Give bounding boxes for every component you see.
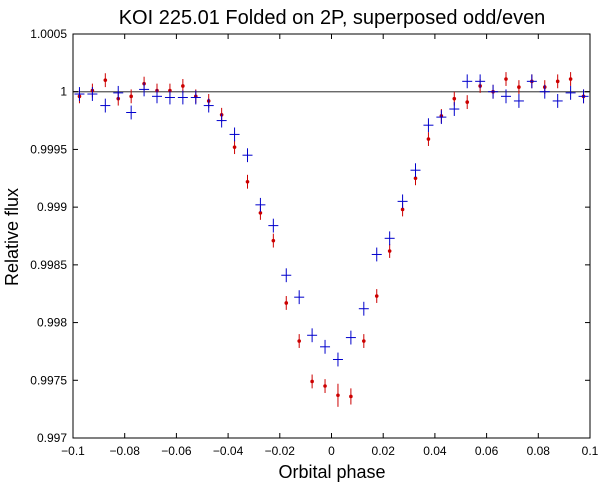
data-point-red <box>568 77 573 81</box>
y-tick-label: 1.0005 <box>30 27 67 41</box>
y-tick-label: 0.997 <box>37 431 67 445</box>
data-point-red <box>129 94 133 99</box>
x-tick-label: −0.04 <box>213 444 244 458</box>
x-tick-label: −0.08 <box>110 444 141 458</box>
y-tick-label: 1 <box>60 85 67 99</box>
x-axis-title: Orbital phase <box>278 462 385 482</box>
data-point-red <box>284 301 289 305</box>
data-point-red <box>362 339 366 343</box>
data-point-red <box>336 393 340 398</box>
y-tick-label: 0.998 <box>37 316 67 330</box>
data-point-red <box>297 339 301 343</box>
data-point-red <box>400 207 405 212</box>
data-point-red <box>426 137 431 141</box>
y-tick-label: 0.9985 <box>30 258 67 272</box>
data-point-red <box>452 96 457 101</box>
data-point-red <box>245 179 250 184</box>
x-tick-label: −0.06 <box>161 444 192 458</box>
data-point-red <box>232 145 237 149</box>
x-tick-label: −0.02 <box>265 444 296 458</box>
data-point-red <box>349 394 353 399</box>
y-tick-label: 0.999 <box>37 200 67 214</box>
x-tick-label: 0 <box>328 444 335 458</box>
data-point-red <box>387 249 392 253</box>
data-point-red <box>465 100 470 104</box>
data-point-red <box>374 294 379 298</box>
data-point-red <box>103 78 108 82</box>
data-point-red <box>555 79 560 84</box>
data-point-red <box>271 238 276 243</box>
series-blue <box>74 74 589 367</box>
data-point-red <box>517 85 521 89</box>
data-point-red <box>310 379 314 384</box>
y-tick-label: 0.9975 <box>30 373 67 387</box>
data-point-red <box>323 384 327 388</box>
chart-title: KOI 225.01 Folded on 2P, superposed odd/… <box>119 7 546 29</box>
x-tick-label: −0.1 <box>61 444 85 458</box>
y-tick-label: 0.9995 <box>30 142 67 156</box>
x-tick-label: 0.04 <box>423 444 447 458</box>
data-point-red <box>181 84 185 88</box>
x-tick-label: 0.1 <box>582 444 599 458</box>
plot-area: −0.1 −0.08 −0.06 −0.04 −0.02 0 0.02 0.04 0.06 0.0… <box>30 27 598 458</box>
y-axis-title: Relative flux <box>2 188 22 286</box>
x-tick-label: 0.08 <box>527 444 551 458</box>
data-point-red <box>413 176 418 181</box>
x-tick-label: 0.02 <box>372 444 396 458</box>
data-point-red <box>504 77 508 81</box>
data-point-red <box>258 211 263 215</box>
x-tick-label: 0.06 <box>475 444 499 458</box>
